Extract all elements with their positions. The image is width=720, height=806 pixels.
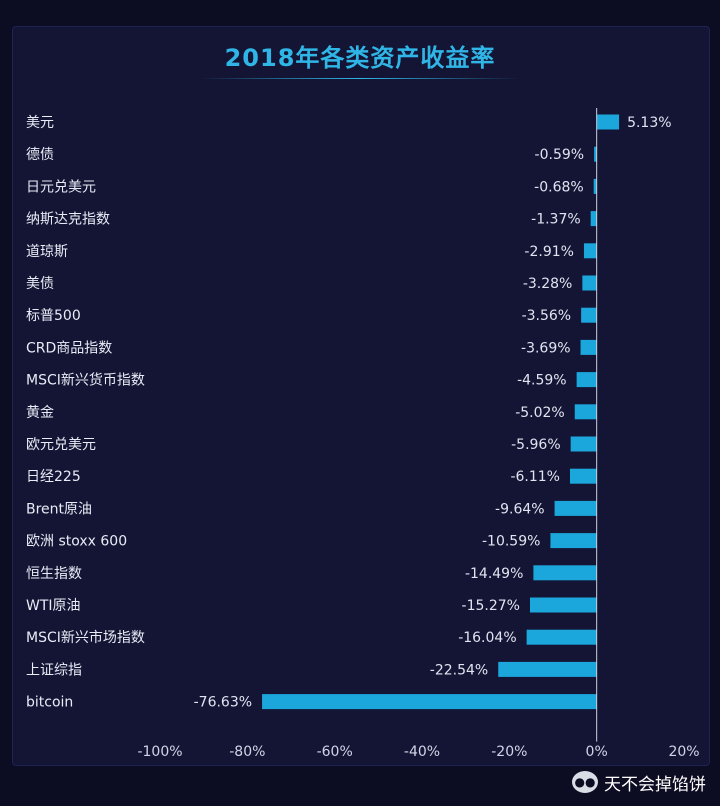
category-label: 美元 <box>26 115 54 131</box>
bar <box>498 662 596 677</box>
category-label: 恒生指数 <box>26 566 82 582</box>
bar <box>530 598 597 613</box>
bar <box>581 340 597 355</box>
bar <box>533 565 596 580</box>
category-label: 黄金 <box>26 404 54 421</box>
category-label: 上证综指 <box>26 662 82 678</box>
wechat-icon: ●● <box>572 771 598 793</box>
value-label: -6.11% <box>510 469 560 485</box>
bar <box>582 276 596 291</box>
x-tick-label: -80% <box>229 744 265 760</box>
category-label: 纳斯达克指数 <box>26 212 110 228</box>
x-tick-label: 20% <box>668 744 699 760</box>
category-label: 欧元兑美元 <box>26 437 96 453</box>
x-tick-label: -100% <box>137 744 182 760</box>
value-label: -76.63% <box>194 695 252 711</box>
bar <box>584 243 597 258</box>
x-tick-label: -60% <box>317 744 353 760</box>
x-tick-label: -20% <box>491 744 527 760</box>
bar <box>597 115 619 130</box>
bar <box>591 211 597 226</box>
value-label: -3.69% <box>521 340 571 356</box>
bar <box>571 437 597 452</box>
bar <box>570 469 597 484</box>
bar <box>577 372 597 387</box>
bar <box>555 501 597 516</box>
category-label: MSCI新兴货币指数 <box>26 372 145 389</box>
category-label: Brent原油 <box>26 501 92 517</box>
category-label: bitcoin <box>26 695 73 711</box>
value-label: -0.68% <box>534 179 584 195</box>
category-label: 标普500 <box>26 308 81 324</box>
value-label: -9.64% <box>495 501 545 517</box>
category-label: 日元兑美元 <box>26 179 96 195</box>
bars <box>262 115 619 710</box>
watermark-text: 天不会掉馅饼 <box>604 770 706 795</box>
x-tick-label: 0% <box>586 744 608 760</box>
value-label: -3.28% <box>523 276 573 292</box>
bar <box>550 533 596 548</box>
value-label: 5.13% <box>627 115 671 131</box>
value-label: -22.54% <box>430 662 488 678</box>
category-label: 德债 <box>26 147 54 163</box>
category-label: 道琼斯 <box>26 244 68 260</box>
category-label: 日经225 <box>26 469 81 485</box>
x-tick-labels: -100% -80% -60% -40% -20% 0% 20% <box>137 744 699 760</box>
value-label: -0.59% <box>535 147 585 163</box>
bar <box>262 694 597 709</box>
value-label: -5.96% <box>511 437 561 453</box>
value-label: -14.49% <box>465 566 523 582</box>
value-label: -16.04% <box>458 630 516 646</box>
value-label: -15.27% <box>462 598 520 614</box>
bar <box>527 630 597 645</box>
x-tick-label: -40% <box>404 744 440 760</box>
bar <box>581 308 597 323</box>
value-label: -1.37% <box>531 212 581 228</box>
category-label: 美债 <box>26 276 54 292</box>
watermark: ●● 天不会掉馅饼 <box>572 768 706 796</box>
category-label: 欧洲 stoxx 600 <box>26 534 127 550</box>
value-label: -10.59% <box>482 534 540 550</box>
value-label: -2.91% <box>524 244 574 260</box>
category-label: CRD商品指数 <box>26 340 112 356</box>
category-label: WTI原油 <box>26 598 81 614</box>
category-label: MSCI新兴市场指数 <box>26 629 145 646</box>
value-label: -5.02% <box>515 405 565 421</box>
value-labels: 5.13% -0.59% -0.68% -1.37% -2.91% -3.28% -3.56… <box>194 115 672 711</box>
value-label: -4.59% <box>517 373 567 389</box>
bar <box>575 404 597 419</box>
value-label: -3.56% <box>522 308 572 324</box>
